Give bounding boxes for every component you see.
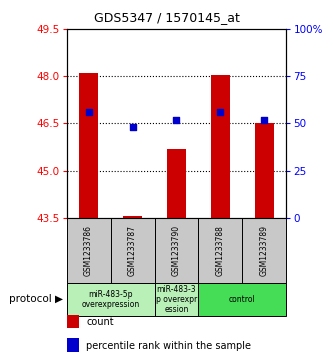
Bar	[67, 338, 79, 352]
Bar	[123, 216, 143, 218]
Point	[262, 117, 267, 123]
Point	[174, 117, 179, 123]
Text: GDS5347 / 1570145_at: GDS5347 / 1570145_at	[94, 11, 239, 24]
Text: GSM1233786: GSM1233786	[84, 225, 93, 276]
Text: protocol ▶: protocol ▶	[9, 294, 63, 305]
Text: percentile rank within the sample: percentile rank within the sample	[86, 340, 251, 351]
Point	[86, 109, 91, 115]
Bar	[67, 283, 155, 316]
Bar	[242, 218, 286, 283]
Text: GSM1233788: GSM1233788	[216, 225, 225, 276]
Bar	[67, 315, 79, 328]
Text: count: count	[86, 317, 114, 327]
Point	[130, 124, 135, 130]
Bar	[198, 218, 242, 283]
Text: GSM1233787: GSM1233787	[128, 225, 137, 276]
Bar	[155, 283, 198, 316]
Point	[218, 109, 223, 115]
Bar	[67, 218, 111, 283]
Text: GSM1233790: GSM1233790	[172, 225, 181, 276]
Bar	[79, 73, 99, 218]
Text: miR-483-3
p overexpr
ession: miR-483-3 p overexpr ession	[156, 285, 197, 314]
Bar	[111, 218, 155, 283]
Bar	[254, 123, 274, 218]
Bar	[155, 218, 198, 283]
Text: miR-483-5p
overexpression: miR-483-5p overexpression	[82, 290, 140, 309]
Bar	[198, 283, 286, 316]
Text: GSM1233789: GSM1233789	[260, 225, 269, 276]
Bar	[210, 75, 230, 218]
Bar	[166, 148, 186, 218]
Text: control: control	[229, 295, 256, 304]
